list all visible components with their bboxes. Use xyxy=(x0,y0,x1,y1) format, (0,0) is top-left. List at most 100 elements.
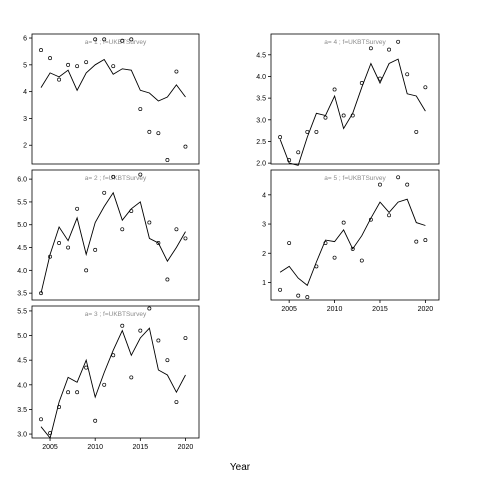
data-point xyxy=(296,293,301,298)
data-point xyxy=(359,81,364,85)
data-point xyxy=(156,338,161,343)
panel-title: a= 4 ; f=UKBTSurvey xyxy=(324,39,386,46)
data-point xyxy=(405,182,410,187)
data-point xyxy=(84,268,89,273)
x-tick-label: 2005 xyxy=(281,306,297,313)
x-tick-label: 2005 xyxy=(42,444,58,451)
data-point xyxy=(75,206,80,211)
y-tick-label: 3.5 xyxy=(256,96,266,103)
data-point xyxy=(378,182,382,187)
panel-a2: a= 2 ; f=UKBTSurvey 3.5 4.0 4.5 5.0 5.5 6.0 xyxy=(17,169,200,301)
y-tick-label: 4 xyxy=(262,192,266,199)
panel-a4: a= 4 ; f=UKBTSurvey 2.0 2.5 3.0 3.5 4.0 4.5 xyxy=(256,33,440,168)
data-point xyxy=(129,209,134,214)
y-tick-label: 4.0 xyxy=(17,382,27,389)
data-point xyxy=(332,255,337,260)
data-point xyxy=(296,150,301,155)
data-point xyxy=(39,48,43,53)
data-point xyxy=(323,241,328,245)
data-point xyxy=(396,39,401,44)
data-point xyxy=(66,245,71,250)
fitted-line xyxy=(40,58,186,102)
panel-frame xyxy=(270,169,440,301)
y-tick-label: 4.5 xyxy=(17,245,27,252)
data-point xyxy=(174,227,179,232)
data-point xyxy=(183,336,188,340)
data-point xyxy=(414,129,419,134)
y-tick-label: 2.0 xyxy=(256,161,266,168)
data-point xyxy=(350,246,355,251)
y-tick-label: 5.5 xyxy=(17,199,27,206)
data-point xyxy=(93,247,98,252)
data-point xyxy=(138,107,143,112)
data-point xyxy=(39,291,43,296)
y-tick-label: 6 xyxy=(23,36,27,43)
data-point xyxy=(278,287,283,292)
data-point xyxy=(165,358,170,363)
data-point xyxy=(387,213,392,218)
y-tick-label: 2 xyxy=(23,143,27,150)
panel-frame xyxy=(31,33,200,165)
data-point xyxy=(93,37,98,42)
data-point xyxy=(84,365,89,370)
x-axis-label: Year xyxy=(230,462,251,473)
y-tick-label: 1 xyxy=(262,280,266,287)
data-point xyxy=(314,264,319,269)
data-point xyxy=(147,129,152,134)
data-point xyxy=(129,37,134,42)
data-point xyxy=(120,227,125,232)
data-point xyxy=(305,129,310,134)
y-tick-label: 3 xyxy=(262,222,266,229)
data-point xyxy=(323,115,328,120)
panel-title: a= 3 ; f=UKBTSurvey xyxy=(85,311,147,318)
data-point xyxy=(102,382,107,387)
data-point xyxy=(174,69,179,74)
data-point xyxy=(378,76,382,81)
data-point xyxy=(414,239,419,244)
data-point xyxy=(156,131,161,136)
panel-title: a= 5 ; f=UKBTSurvey xyxy=(324,175,386,182)
panel-frame xyxy=(31,305,200,439)
data-point xyxy=(138,172,143,177)
data-point xyxy=(147,306,152,311)
x-tick-label: 2015 xyxy=(133,444,149,451)
y-tick-label: 5.0 xyxy=(17,333,27,340)
x-tick-label: 2015 xyxy=(372,306,388,313)
data-point xyxy=(84,60,89,65)
data-point xyxy=(405,72,410,77)
data-point xyxy=(359,258,364,263)
data-point xyxy=(287,241,292,245)
data-point xyxy=(314,129,319,134)
data-point xyxy=(287,158,292,163)
y-tick-label: 5.5 xyxy=(17,308,27,315)
data-point xyxy=(75,390,80,395)
data-point xyxy=(341,220,346,225)
data-point xyxy=(423,238,428,243)
panel-a5: a= 5 ; f=UKBTSurvey 1 2 3 4 2005 2010 2015 2020 xyxy=(262,169,440,313)
panel-frame xyxy=(31,169,200,301)
data-point xyxy=(111,64,116,69)
y-tick-label: 3.5 xyxy=(17,407,27,414)
data-point xyxy=(57,241,62,245)
data-point xyxy=(39,417,43,422)
fitted-line xyxy=(279,198,426,287)
data-point xyxy=(278,135,283,140)
y-tick-label: 4.0 xyxy=(17,268,27,275)
y-tick-label: 5.0 xyxy=(17,222,27,229)
data-point xyxy=(129,375,134,380)
fitted-line xyxy=(279,58,426,166)
y-tick-label: 4.5 xyxy=(256,52,266,59)
y-tick-label: 6.0 xyxy=(17,177,27,184)
data-point xyxy=(350,113,355,118)
y-tick-label: 4 xyxy=(23,89,27,96)
x-tick-label: 2020 xyxy=(178,444,194,451)
data-point xyxy=(120,38,125,43)
data-point xyxy=(66,390,71,395)
data-point xyxy=(332,87,337,92)
y-tick-label: 3.0 xyxy=(17,432,27,439)
y-tick-label: 5 xyxy=(23,62,27,69)
data-point xyxy=(147,220,152,225)
y-tick-label: 3.0 xyxy=(256,117,266,124)
data-point xyxy=(341,113,346,118)
